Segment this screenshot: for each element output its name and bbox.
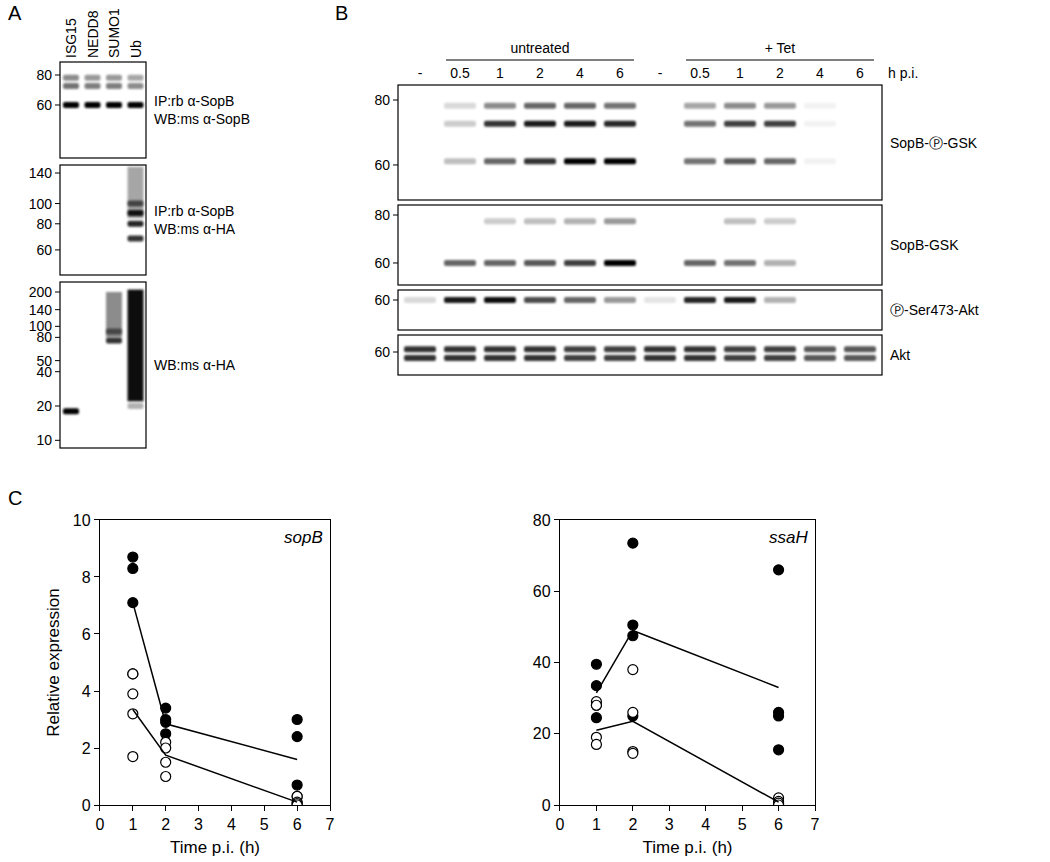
svg-text:60: 60 (374, 255, 390, 271)
svg-text:7: 7 (326, 816, 335, 833)
svg-text:60: 60 (36, 97, 52, 113)
svg-text:WB:ms α-HA: WB:ms α-HA (154, 357, 236, 373)
svg-text:0: 0 (542, 797, 551, 814)
svg-text:C: C (8, 487, 22, 509)
svg-text:1: 1 (496, 65, 504, 81)
svg-text:+ Tet: + Tet (765, 40, 796, 56)
svg-text:60: 60 (374, 157, 390, 173)
svg-text:0: 0 (82, 797, 91, 814)
svg-text:50: 50 (36, 353, 52, 369)
svg-text:WB:ms α-HA: WB:ms α-HA (154, 221, 236, 237)
svg-text:B: B (335, 2, 348, 24)
svg-text:IP:rb α-SopB: IP:rb α-SopB (154, 93, 234, 109)
svg-text:60: 60 (374, 344, 390, 360)
svg-text:80: 80 (533, 512, 551, 529)
svg-text:200: 200 (29, 284, 53, 300)
svg-text:-: - (658, 65, 663, 81)
svg-text:0.5: 0.5 (450, 65, 470, 81)
svg-text:80: 80 (374, 207, 390, 223)
svg-text:-: - (418, 65, 423, 81)
svg-text:2: 2 (536, 65, 544, 81)
svg-text:ssaH: ssaH (769, 528, 808, 547)
svg-text:sopB: sopB (284, 528, 323, 547)
svg-text:10: 10 (36, 432, 52, 448)
svg-text:80: 80 (36, 67, 52, 83)
svg-text:2: 2 (161, 816, 170, 833)
svg-text:4: 4 (82, 683, 91, 700)
svg-text:6: 6 (293, 816, 302, 833)
svg-text:2: 2 (82, 740, 91, 757)
svg-text:80: 80 (36, 216, 52, 232)
svg-text:6: 6 (82, 626, 91, 643)
svg-text:7: 7 (811, 816, 820, 833)
svg-text:NEDD8: NEDD8 (85, 10, 101, 58)
svg-text:4: 4 (576, 65, 584, 81)
svg-text:5: 5 (738, 816, 747, 833)
svg-text:6: 6 (856, 65, 864, 81)
svg-text:1: 1 (128, 816, 137, 833)
svg-text:20: 20 (36, 398, 52, 414)
svg-text:Time p.i. (h): Time p.i. (h) (170, 838, 260, 857)
svg-text:20: 20 (533, 725, 551, 742)
svg-text:4: 4 (701, 816, 710, 833)
svg-text:8: 8 (82, 569, 91, 586)
svg-text:140: 140 (29, 302, 53, 318)
svg-text:6: 6 (616, 65, 624, 81)
svg-text:40: 40 (36, 364, 52, 380)
svg-text:A: A (8, 2, 22, 24)
svg-text:Time p.i. (h): Time p.i. (h) (642, 838, 732, 857)
svg-text:80: 80 (374, 92, 390, 108)
svg-text:SUMO1: SUMO1 (106, 8, 122, 58)
svg-text:4: 4 (227, 816, 236, 833)
svg-text:80: 80 (36, 329, 52, 345)
svg-text:WB:ms α-SopB: WB:ms α-SopB (154, 111, 250, 127)
svg-text:3: 3 (194, 816, 203, 833)
svg-text:3: 3 (665, 816, 674, 833)
svg-text:0: 0 (556, 816, 565, 833)
svg-text:60: 60 (36, 242, 52, 258)
svg-text:100: 100 (29, 318, 53, 334)
svg-text:2: 2 (776, 65, 784, 81)
svg-text:1: 1 (592, 816, 601, 833)
svg-text:SopB-GSK: SopB-GSK (890, 237, 959, 253)
svg-text:ISG15: ISG15 (63, 18, 79, 58)
svg-text:60: 60 (533, 583, 551, 600)
svg-text:Ub: Ub (128, 40, 144, 58)
svg-text:Relative expression: Relative expression (44, 588, 63, 736)
svg-text:untreated: untreated (510, 40, 569, 56)
svg-text:100: 100 (29, 196, 53, 212)
svg-text:0.5: 0.5 (690, 65, 710, 81)
svg-text:40: 40 (533, 654, 551, 671)
svg-text:Akt: Akt (890, 347, 910, 363)
svg-text:h p.i.: h p.i. (888, 65, 918, 81)
svg-text:60: 60 (374, 292, 390, 308)
svg-text:5: 5 (260, 816, 269, 833)
svg-text:IP:rb α-SopB: IP:rb α-SopB (154, 203, 234, 219)
svg-text:4: 4 (816, 65, 824, 81)
svg-text:1: 1 (736, 65, 744, 81)
svg-text:Ⓟ-Ser473-Akt: Ⓟ-Ser473-Akt (890, 302, 979, 318)
svg-text:140: 140 (29, 165, 53, 181)
svg-text:10: 10 (73, 512, 91, 529)
svg-text:0: 0 (96, 816, 105, 833)
svg-text:2: 2 (628, 816, 637, 833)
svg-text:SopB-Ⓟ-GSK: SopB-Ⓟ-GSK (890, 135, 978, 151)
svg-text:6: 6 (774, 816, 783, 833)
